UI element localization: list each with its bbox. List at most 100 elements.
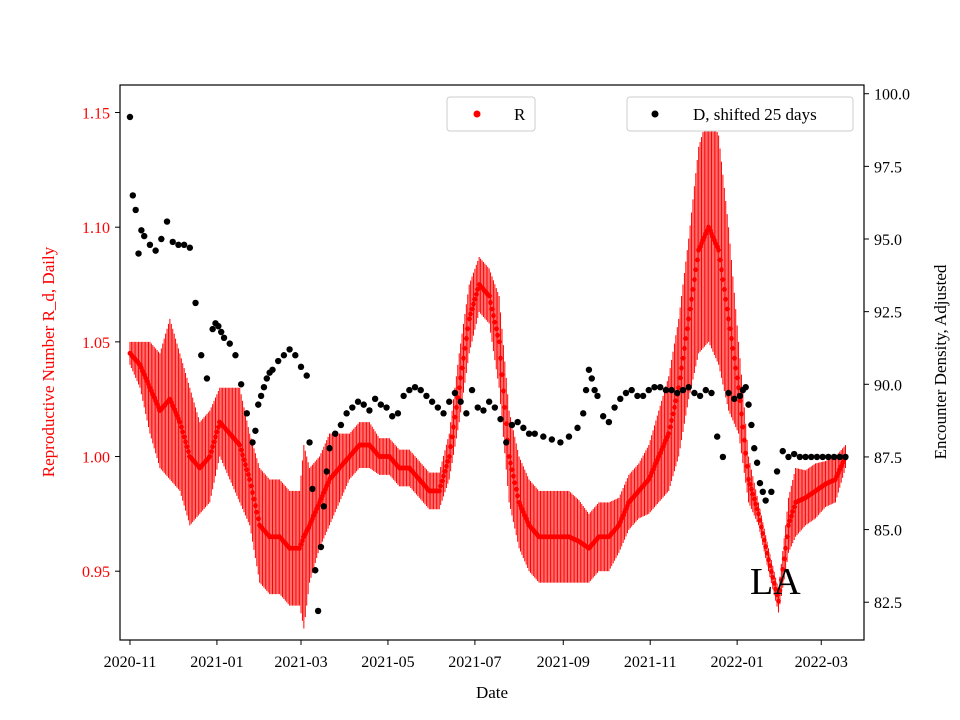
d-point [349,404,356,411]
d-point [243,410,251,417]
d-point [580,410,587,417]
d-point [323,468,330,475]
d-point [371,395,379,403]
d-point [594,392,601,400]
x-tick-label: 2021-07 [448,654,501,671]
d-point [394,410,402,417]
d-point [417,386,424,394]
d-point [354,398,362,405]
left-tick-label: 1.15 [82,106,110,123]
d-point [192,299,199,307]
d-point [819,453,826,461]
d-point [745,401,752,408]
d-point [719,453,727,461]
d-point [400,392,407,400]
d-point [751,445,758,452]
d-point [622,389,630,397]
d-point [175,241,182,249]
d-point [312,567,319,574]
left-tick-label: 1.00 [82,450,110,467]
d-point [679,386,687,394]
d-point [132,206,139,214]
x-tick-label: 2021-03 [274,654,327,671]
legend-d: D, shifted 25 days [626,96,854,132]
d-point [768,488,775,496]
d-point [249,439,256,446]
d-point [796,453,804,461]
d-point [662,386,670,394]
x-axis-ticks: 2020-11 2021-01 2021-03 2021-05 2021-07 2021-… [104,640,848,671]
d-point [269,366,276,373]
d-point [668,386,675,394]
d-point [389,413,396,420]
right-tick-label: 92.5 [874,305,902,322]
d-point [446,398,453,405]
right-tick-label: 95.0 [874,232,902,249]
d-point [434,404,442,411]
right-axis-ticks: 82.5 85.0 87.5 90.0 92.5 95.0 97.5 100.0 [864,87,910,612]
d-point [842,453,849,461]
d-point [651,383,658,391]
right-tick-label: 87.5 [874,450,902,467]
d-point [263,375,271,382]
d-point [645,386,652,394]
d-point [508,421,516,429]
left-tick-label: 0.95 [82,564,110,581]
series-d-points [126,113,849,615]
d-point [830,453,838,461]
d-point [474,404,481,411]
d-point [634,392,641,400]
d-point [451,389,459,397]
d-point [303,372,310,379]
d-point [485,398,493,405]
right-tick-label: 97.5 [874,159,902,176]
x-tick-label: 2021-09 [537,654,590,671]
x-tick-label: 2021-11 [624,654,677,671]
d-point [691,389,698,397]
d-point [514,418,521,426]
d-point [198,352,205,359]
d-point [503,439,510,446]
right-axis-label: Encounter Density, Adjusted [931,264,950,459]
d-point [215,322,222,330]
d-point [138,227,145,234]
d-point [585,366,593,373]
d-point [685,383,692,391]
d-point [377,401,385,408]
d-point [226,340,233,347]
d-point [286,346,293,353]
d-point [463,410,470,417]
d-point [320,503,328,510]
d-point [423,392,430,400]
d-point [360,401,367,408]
d-point [186,244,194,251]
left-tick-label: 1.05 [82,335,110,352]
d-point [748,421,755,429]
d-point [802,453,809,461]
d-point [785,453,792,461]
d-point [759,488,767,496]
d-point [525,430,533,437]
region-annotation: LA [750,561,801,603]
legend-d-label: D, shifted 25 days [693,105,817,124]
d-point [779,447,786,455]
d-point [314,607,322,615]
d-point [297,363,305,371]
d-point [520,424,527,432]
d-point [756,479,764,487]
d-point [548,436,556,443]
d-point [742,383,749,391]
d-point [129,192,137,199]
d-point [257,392,265,400]
d-point [169,238,176,246]
x-axis-label: Date [476,683,508,702]
d-point [588,375,595,382]
d-point [332,430,339,437]
d-point [725,389,732,397]
d-point [141,232,148,240]
d-point [343,410,350,417]
d-point [275,357,282,365]
right-tick-label: 100.0 [874,87,910,104]
d-point [146,241,154,249]
d-point [292,352,299,359]
